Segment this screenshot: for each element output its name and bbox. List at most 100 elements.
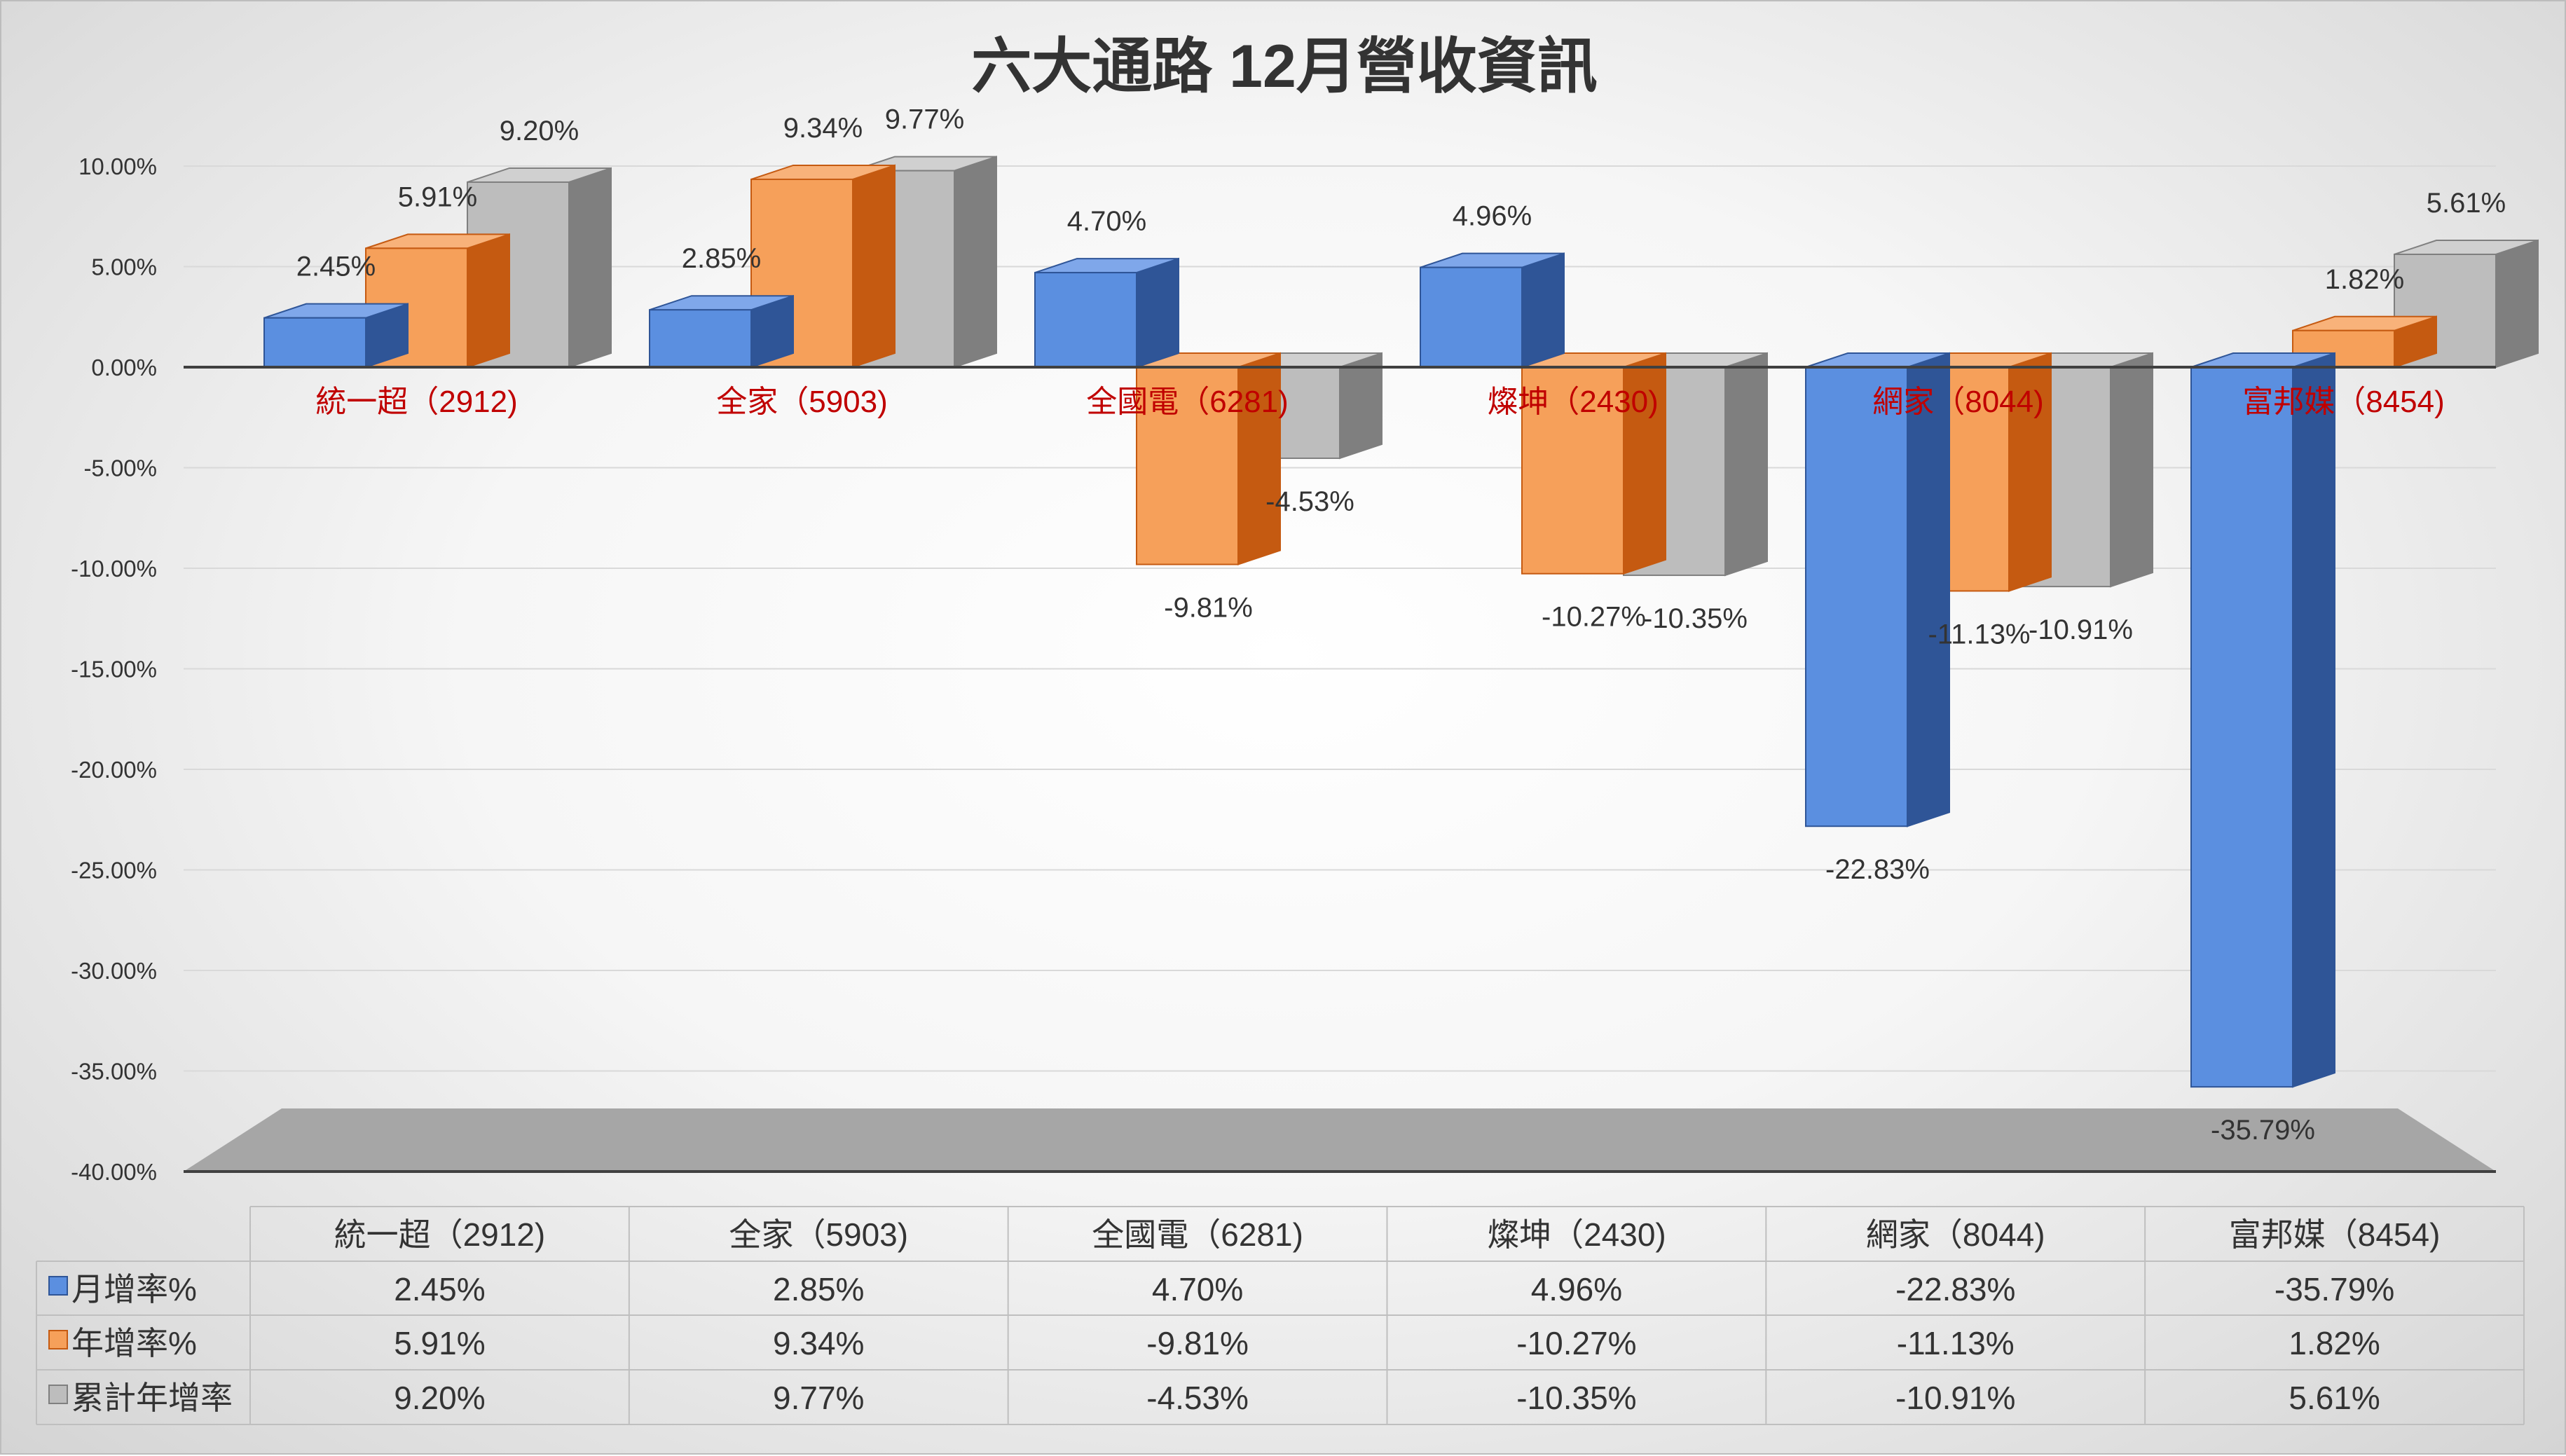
legend-label: 累計年增率 xyxy=(71,1380,233,1416)
data-table: 統一超（2912) 全家（5903) 全國電（6281) 燦坤（2430) 網家（804… xyxy=(36,1206,2525,1425)
bar-side xyxy=(1136,257,1179,369)
chart-title: 六大通路 12月營收資訊 xyxy=(971,33,1598,100)
data-label: -10.35% xyxy=(1643,603,1748,634)
legend-label: 月增率% xyxy=(71,1271,197,1307)
bar-1-5 xyxy=(1805,352,1950,827)
y-tick-label: -30.00% xyxy=(71,958,157,984)
table-header-cell: 燦坤（2430) xyxy=(1487,1216,1666,1253)
data-label: 5.61% xyxy=(2427,188,2506,219)
data-label: -11.13% xyxy=(1928,619,2030,650)
table-cell: -35.79% xyxy=(2275,1271,2394,1307)
data-label: 2.85% xyxy=(682,243,761,274)
category-label: 全家（5903) xyxy=(716,385,888,419)
table-header-cell: 統一超（2912) xyxy=(334,1216,546,1253)
table-header-cell: 全國電（6281) xyxy=(1092,1216,1303,1253)
bar-2-4 xyxy=(1521,352,1666,575)
table-cell: 9.34% xyxy=(773,1325,864,1361)
table-cell: 2.45% xyxy=(394,1271,485,1307)
category-label: 富邦媒（8454) xyxy=(2242,385,2445,419)
bar-1-4 xyxy=(1420,252,1565,369)
y-tick-label: -35.00% xyxy=(71,1059,157,1085)
data-label: -35.79% xyxy=(2211,1115,2315,1146)
data-label: -10.27% xyxy=(1542,602,1646,633)
bar-front xyxy=(1420,266,1523,369)
bar-side xyxy=(1521,252,1565,369)
bar-side xyxy=(2292,352,2335,1088)
bar-front xyxy=(1136,366,1239,565)
table-cell: 4.96% xyxy=(1531,1271,1622,1307)
y-tick-label: -10.00% xyxy=(71,556,157,582)
legend-key xyxy=(48,1276,68,1296)
data-label: 4.96% xyxy=(1453,201,1532,232)
table-cell: -22.83% xyxy=(1895,1271,2015,1307)
data-label: 5.91% xyxy=(398,181,477,212)
bar-1-6 xyxy=(2190,352,2335,1088)
bar-1-1 xyxy=(263,303,409,369)
y-tick-label: 0.00% xyxy=(91,355,157,380)
data-label: 1.82% xyxy=(2325,264,2404,295)
data-label: 9.77% xyxy=(885,104,964,135)
category-label: 燦坤（2430) xyxy=(1487,385,1659,419)
y-tick-label: -15.00% xyxy=(71,657,157,682)
bar-front xyxy=(263,317,366,368)
y-tick-label: 10.00% xyxy=(78,153,157,179)
bar-2-1 xyxy=(365,233,510,369)
chart-floor xyxy=(184,1108,2496,1172)
table-cell: -10.91% xyxy=(1895,1380,2015,1416)
table-header-cell: 網家（8044) xyxy=(1866,1216,2045,1253)
bar-side xyxy=(2110,352,2153,588)
bar-side xyxy=(1339,352,1383,460)
table-cell: -4.53% xyxy=(1146,1380,1249,1416)
bar-side xyxy=(1907,352,1950,827)
bar-1-2 xyxy=(649,294,794,369)
bar-side xyxy=(568,167,612,369)
bar-front xyxy=(1521,366,1624,575)
bar-side xyxy=(1724,352,1768,577)
data-label: 9.20% xyxy=(500,116,579,146)
category-label: 網家（8044) xyxy=(1872,385,2044,419)
data-label: -4.53% xyxy=(1265,486,1354,517)
table-cell: -10.35% xyxy=(1516,1380,1636,1416)
table-cell: -9.81% xyxy=(1146,1325,1249,1361)
table-cell: 1.82% xyxy=(2289,1325,2380,1361)
category-label: 全國電（6281) xyxy=(1086,385,1289,419)
legend-key xyxy=(48,1385,68,1404)
data-label: -10.91% xyxy=(2029,614,2133,645)
bars xyxy=(263,156,2539,1088)
data-label: -9.81% xyxy=(1164,593,1253,624)
table-cell: 5.91% xyxy=(394,1325,485,1361)
table-cell: 4.70% xyxy=(1152,1271,1243,1307)
y-tick-label: -20.00% xyxy=(71,757,157,783)
bar-side xyxy=(852,164,896,369)
legend-label: 年增率% xyxy=(71,1325,197,1361)
table-cell: -10.27% xyxy=(1516,1325,1636,1361)
y-tick-label: 5.00% xyxy=(91,254,157,280)
data-label: -22.83% xyxy=(1825,854,1930,885)
y-tick-label: -5.00% xyxy=(83,455,157,481)
table-header-cell: 全家（5903) xyxy=(729,1216,908,1253)
table-cell: 9.77% xyxy=(773,1380,864,1416)
table-cell: 2.85% xyxy=(773,1271,864,1307)
data-label: 9.34% xyxy=(783,113,863,144)
legend-key xyxy=(48,1330,68,1349)
y-tick-label: -40.00% xyxy=(71,1159,157,1185)
bar-front xyxy=(2190,366,2293,1088)
bar-2-6 xyxy=(2292,315,2437,369)
bar-2-3 xyxy=(1136,352,1281,565)
y-tick-label: -25.00% xyxy=(71,858,157,884)
table-cell: 5.61% xyxy=(2289,1380,2380,1416)
table-header-cell: 富邦媒（8454) xyxy=(2229,1216,2441,1253)
data-label: 4.70% xyxy=(1067,206,1146,237)
bar-1-3 xyxy=(1034,257,1179,369)
bar-side xyxy=(2495,239,2539,369)
table-cell: 9.20% xyxy=(394,1380,485,1416)
bar-front xyxy=(1805,366,1908,827)
data-label: 2.45% xyxy=(296,252,376,282)
category-label: 統一超（2912) xyxy=(315,385,518,419)
bar-side xyxy=(954,156,997,369)
table-cell: -11.13% xyxy=(1897,1325,2015,1361)
bar-side xyxy=(467,233,510,369)
bar-front xyxy=(649,309,752,368)
